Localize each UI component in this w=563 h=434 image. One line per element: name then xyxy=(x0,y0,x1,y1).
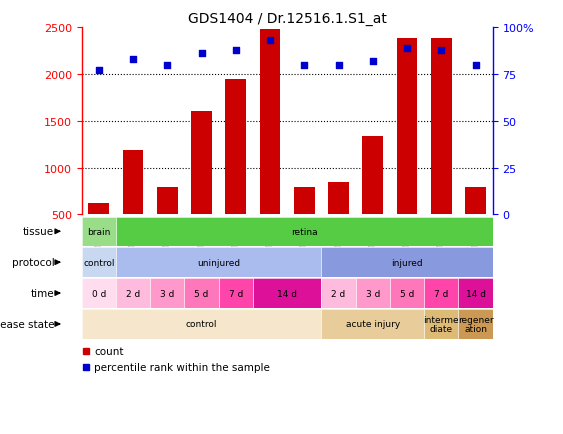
Title: GDS1404 / Dr.12516.1.S1_at: GDS1404 / Dr.12516.1.S1_at xyxy=(187,12,387,26)
Text: 3 d: 3 d xyxy=(160,289,175,298)
Bar xyxy=(397,39,417,215)
Text: 2 d: 2 d xyxy=(332,289,346,298)
Text: retina: retina xyxy=(291,227,318,236)
Text: 5 d: 5 d xyxy=(194,289,209,298)
Point xyxy=(471,62,480,69)
Bar xyxy=(260,30,280,215)
Text: interme
diate: interme diate xyxy=(423,315,459,333)
Text: 2 d: 2 d xyxy=(126,289,140,298)
Text: regener
ation: regener ation xyxy=(458,315,493,333)
Bar xyxy=(328,182,349,215)
Bar xyxy=(88,204,109,215)
Bar xyxy=(157,188,177,215)
Text: disease state: disease state xyxy=(0,319,54,329)
Bar xyxy=(465,188,486,215)
Point xyxy=(94,68,103,75)
Text: uninjured: uninjured xyxy=(197,258,240,267)
Text: time: time xyxy=(30,289,54,298)
Text: tissue: tissue xyxy=(23,227,54,237)
Text: 3 d: 3 d xyxy=(365,289,380,298)
Point xyxy=(231,47,240,54)
Text: 7 d: 7 d xyxy=(229,289,243,298)
Point xyxy=(403,45,412,52)
Text: control: control xyxy=(186,320,217,329)
Text: acute injury: acute injury xyxy=(346,320,400,329)
Text: control: control xyxy=(83,258,114,267)
Text: 7 d: 7 d xyxy=(434,289,449,298)
Bar xyxy=(363,136,383,215)
Text: protocol: protocol xyxy=(11,258,54,267)
Point xyxy=(197,51,206,58)
Bar xyxy=(225,79,246,215)
Text: 14 d: 14 d xyxy=(466,289,485,298)
Point xyxy=(368,58,377,65)
Text: brain: brain xyxy=(87,227,110,236)
Point xyxy=(163,62,172,69)
Bar xyxy=(191,111,212,215)
Text: count: count xyxy=(95,346,124,356)
Text: 14 d: 14 d xyxy=(277,289,297,298)
Point xyxy=(437,47,446,54)
Text: injured: injured xyxy=(391,258,423,267)
Point xyxy=(266,38,275,45)
Point xyxy=(128,56,137,63)
Point xyxy=(334,62,343,69)
Bar xyxy=(431,39,452,215)
Text: percentile rank within the sample: percentile rank within the sample xyxy=(95,362,270,372)
Point xyxy=(300,62,309,69)
Text: 5 d: 5 d xyxy=(400,289,414,298)
Bar xyxy=(123,151,143,215)
Text: 0 d: 0 d xyxy=(92,289,106,298)
Bar xyxy=(294,188,315,215)
